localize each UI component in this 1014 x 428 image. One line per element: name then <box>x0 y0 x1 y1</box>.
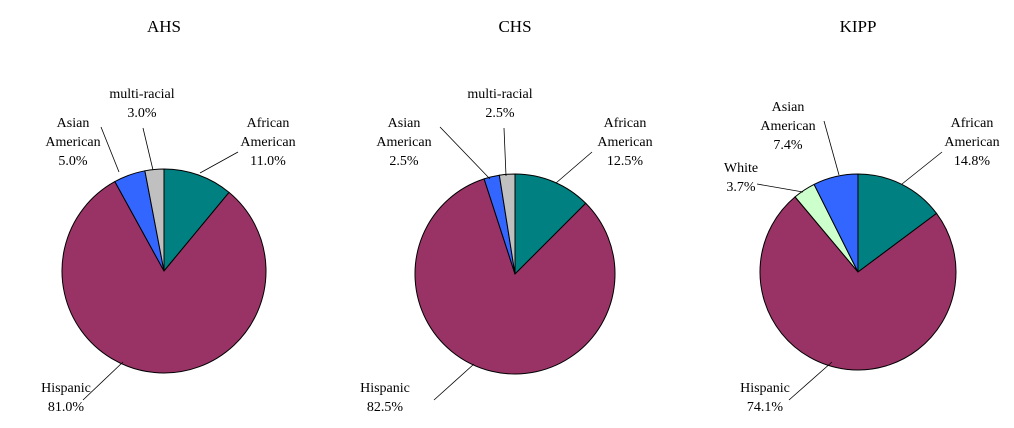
slice-label-chs-hispanic: Hispanic 82.5% <box>360 381 410 415</box>
slice-label-line: 3.0% <box>127 106 157 121</box>
slice-label-chs-multi-racial: multi-racial 2.5% <box>467 87 532 121</box>
pie-slice-ahs-multi-racial <box>144 168 165 272</box>
slice-label-line: Hispanic <box>41 381 91 396</box>
slice-label-line: American <box>376 135 431 150</box>
slice-label-line: Hispanic <box>740 381 790 396</box>
slice-label-line: 11.0% <box>250 154 286 169</box>
pie-slice-ahs-african-american <box>163 168 230 273</box>
slice-label-line: American <box>240 135 295 150</box>
leader-line-ahs-asian-american <box>100 126 120 173</box>
leader-line-kipp-hispanic <box>788 361 833 401</box>
slice-label-line: 2.5% <box>485 106 515 121</box>
pie-slice-chs-multi-racial <box>498 173 516 275</box>
slice-label-line: 82.5% <box>367 400 404 415</box>
slice-label-line: African <box>951 116 994 131</box>
slice-label-line: Asian <box>57 116 90 131</box>
slice-label-line: African <box>604 116 647 131</box>
slice-label-line: American <box>760 119 815 134</box>
slice-label-line: multi-racial <box>467 87 532 102</box>
slice-label-line: 74.1% <box>747 400 784 415</box>
slice-label-line: multi-racial <box>109 87 174 102</box>
leader-line-chs-multi-racial <box>503 127 507 177</box>
slice-label-line: African <box>247 116 290 131</box>
slice-label-kipp-hispanic: Hispanic 74.1% <box>740 381 790 415</box>
pie-slice-chs-hispanic <box>414 178 616 375</box>
leader-line-ahs-hispanic <box>82 361 124 401</box>
pie-slice-kipp-asian-american <box>813 173 859 273</box>
leader-line-ahs-african-american <box>199 151 239 174</box>
slice-label-chs-african-american: African American 12.5% <box>597 116 652 169</box>
leader-line-kipp-white <box>756 183 804 193</box>
leader-line-chs-hispanic <box>433 363 475 401</box>
slice-label-line: 14.8% <box>954 154 991 169</box>
chart-ahs: AHS African American 11.0% Hispanic 81.0% Asi… <box>41 17 295 415</box>
slice-label-ahs-african-american: African American 11.0% <box>240 116 295 169</box>
slice-label-line: Asian <box>388 116 421 131</box>
slice-label-line: American <box>597 135 652 150</box>
slice-label-line: American <box>45 135 100 150</box>
slice-label-chs-asian-american: Asian American 2.5% <box>376 116 431 169</box>
slice-label-line: American <box>944 135 999 150</box>
slice-label-ahs-hispanic: Hispanic 81.0% <box>41 381 91 415</box>
leader-line-kipp-african-american <box>901 151 943 185</box>
slice-label-kipp-white: White 3.7% <box>724 161 758 195</box>
pie-slice-kipp-african-american <box>857 173 938 273</box>
slice-label-ahs-multi-racial: multi-racial 3.0% <box>109 87 174 121</box>
slice-label-kipp-asian-american: Asian American 7.4% <box>760 100 815 153</box>
leader-line-chs-asian-american <box>439 126 491 180</box>
slice-label-ahs-asian-american: Asian American 5.0% <box>45 116 100 169</box>
chart-kipp: KIPP African American 14.8% Hispanic 74.1% Wh… <box>724 17 1000 415</box>
slice-label-line: 7.4% <box>773 138 803 153</box>
slice-label-line: 81.0% <box>48 400 85 415</box>
pie-slice-ahs-hispanic <box>61 180 267 374</box>
slice-label-line: 3.7% <box>726 180 756 195</box>
slice-label-line: Hispanic <box>360 381 410 396</box>
leader-line-ahs-multi-racial <box>142 127 154 171</box>
slice-label-line: 5.0% <box>58 154 88 169</box>
slice-label-line: 12.5% <box>607 154 644 169</box>
chart-title-kipp: KIPP <box>840 17 877 36</box>
slice-label-line: 2.5% <box>389 154 419 169</box>
pie-slice-kipp-hispanic <box>759 196 957 371</box>
slice-label-line: White <box>724 161 758 176</box>
slice-label-kipp-african-american: African American 14.8% <box>944 116 999 169</box>
slice-label-line: Asian <box>772 100 805 115</box>
leader-line-kipp-asian-american <box>823 120 840 176</box>
leader-line-chs-african-american <box>555 151 593 184</box>
pie-slice-chs-african-american <box>514 173 587 276</box>
chart-chs: CHS African American 12.5% Hispanic 82.5% Asi… <box>360 17 652 415</box>
chart-title-ahs: AHS <box>147 17 181 36</box>
chart-title-chs: CHS <box>498 17 531 36</box>
